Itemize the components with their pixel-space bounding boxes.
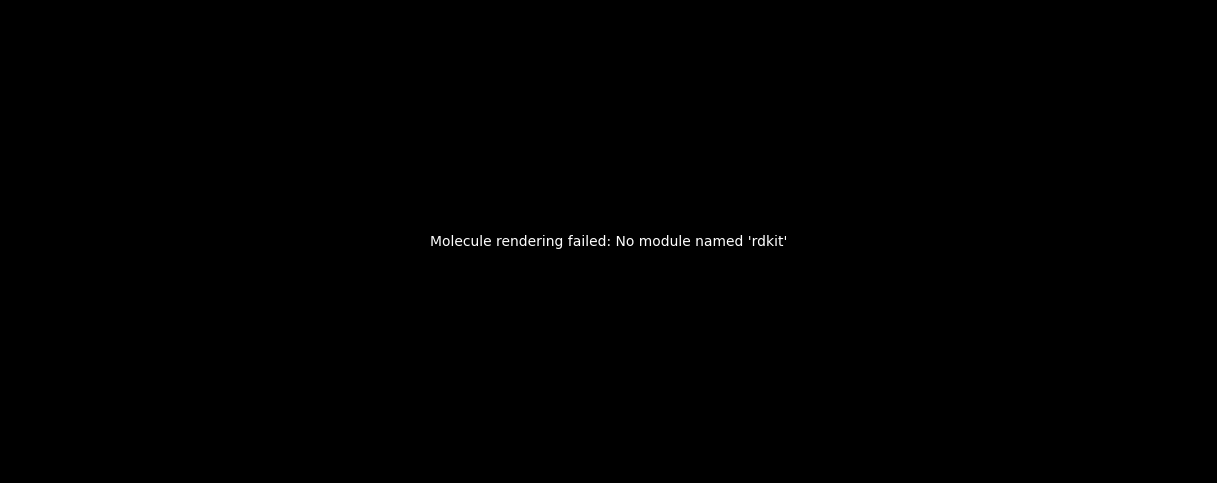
Text: Molecule rendering failed: No module named 'rdkit': Molecule rendering failed: No module nam… [430, 235, 787, 248]
